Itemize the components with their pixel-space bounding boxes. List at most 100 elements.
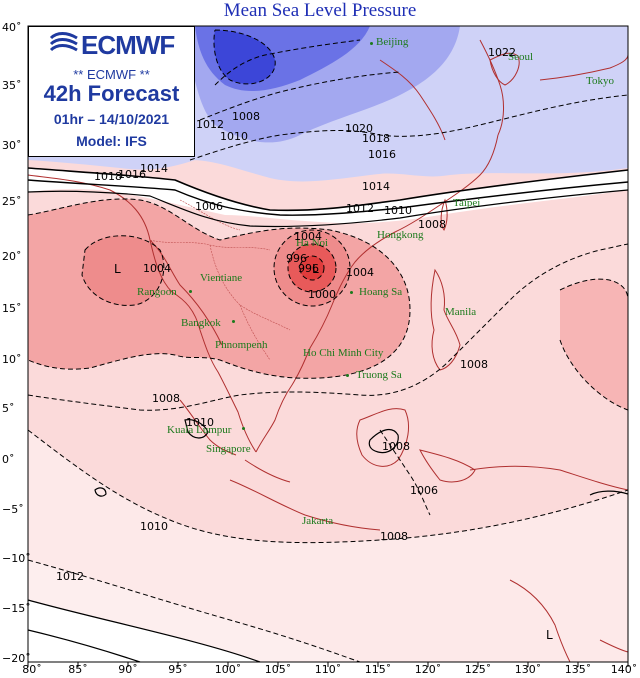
- city-label: Hoang Sa: [359, 286, 403, 298]
- lat-label: −15˚: [2, 602, 31, 615]
- high-zone-core: [213, 30, 276, 84]
- lat-label: 0˚: [2, 453, 15, 466]
- isobar-label: 1008: [232, 110, 260, 123]
- city-label: Taipei: [453, 197, 481, 209]
- lat-label: 20˚: [2, 250, 22, 263]
- city-label: Truong Sa: [356, 369, 402, 381]
- isobar-label: 1004: [143, 262, 171, 275]
- lat-label: 35˚: [2, 79, 22, 92]
- isobar-label: 996: [298, 262, 319, 275]
- ecmwf-logo-icon: [49, 32, 78, 52]
- isobar-label: 1010: [186, 416, 214, 429]
- lat-label: 30˚: [2, 139, 22, 152]
- isobar-label: 1022: [488, 46, 516, 59]
- city-label: Manila: [445, 306, 477, 318]
- lon-label: 95˚: [168, 663, 188, 676]
- isobar-label: 1008: [418, 218, 446, 231]
- lon-label: 140˚: [610, 663, 638, 676]
- city-marker: [346, 374, 349, 377]
- isobar-label: 1012: [346, 202, 374, 215]
- isobar-label: 1014: [140, 162, 168, 175]
- lon-label: 90˚: [118, 663, 138, 676]
- lon-label: 125˚: [464, 663, 492, 676]
- isobars-solid-south: [27, 419, 629, 663]
- lon-label: 80˚: [22, 663, 42, 676]
- city-label: Tokyo: [586, 75, 614, 87]
- city-label: Ha Noi: [296, 237, 329, 249]
- low-pressure-marker: L: [114, 262, 121, 276]
- city-marker: [370, 42, 373, 45]
- east-low-zone: [560, 279, 628, 410]
- lat-label: 15˚: [2, 302, 22, 315]
- isobar-label: 1006: [410, 484, 438, 497]
- isobars: [27, 167, 629, 228]
- forecast-model: Model: IFS: [76, 133, 147, 149]
- city-label: Bangkok: [181, 317, 221, 329]
- lon-label: 105˚: [264, 663, 292, 676]
- lat-label: −10˚: [2, 552, 31, 565]
- ecmwf-logo-text: ECMWF: [81, 30, 175, 60]
- lon-label: 130˚: [514, 663, 542, 676]
- isobar-label: 1008: [380, 530, 408, 543]
- isobar-label: 1012: [196, 118, 224, 131]
- isobar-label: 996: [286, 252, 307, 265]
- isobar-label: 1008: [152, 392, 180, 405]
- city-label: Ho Chi Minh City: [303, 347, 384, 359]
- info-subtitle: ** ECMWF **: [73, 67, 150, 82]
- country-borders: [149, 199, 291, 361]
- map-title: Mean Sea Level Pressure: [223, 0, 417, 21]
- lon-label: 100˚: [214, 663, 242, 676]
- isobars-dashed: [27, 29, 629, 663]
- city-marker: [242, 427, 245, 430]
- isobar-label: 1018: [94, 170, 122, 183]
- isobar-label: 1016: [118, 168, 146, 181]
- city-label: Seoul: [508, 51, 534, 63]
- ecmwf-logo: ECMWF: [47, 30, 187, 60]
- lat-label: −20˚: [2, 652, 31, 665]
- isobar-label: 1008: [460, 358, 488, 371]
- isobar-label: 1016: [368, 148, 396, 161]
- low-pressure-marker: L: [312, 262, 319, 276]
- lat-label: 25˚: [2, 195, 22, 208]
- city-marker: [189, 290, 192, 293]
- forecast-info-box: ECMWF ** ECMWF ** 42h Forecast 01hr – 14…: [28, 26, 195, 157]
- forecast-datetime: 01hr – 14/10/2021: [53, 111, 170, 127]
- lat-label: 10˚: [2, 353, 22, 366]
- city-label: Vientiane: [200, 272, 243, 284]
- lat-label: 40˚: [2, 21, 22, 34]
- lon-label: 110˚: [314, 663, 342, 676]
- isobar-label: 1010: [384, 204, 412, 217]
- city-label: Jakarta: [302, 515, 334, 527]
- isobar-label: 1012: [56, 570, 84, 583]
- city-label: Kuala Lumpur: [167, 424, 232, 436]
- isobar-label: 1010: [140, 520, 168, 533]
- lon-label: 85˚: [68, 663, 88, 676]
- city-label: Beijing: [376, 36, 409, 48]
- isobar-label: 1008: [382, 440, 410, 453]
- city-label: Phnompenh: [215, 339, 268, 351]
- lon-label: 120˚: [414, 663, 442, 676]
- city-label: Rangoon: [137, 286, 177, 298]
- lat-label: −5˚: [2, 503, 24, 516]
- pale-pressure-zone: [28, 430, 628, 662]
- coastlines: [27, 39, 629, 663]
- isobar-label: 1020: [345, 122, 373, 135]
- isobar-label: 1018: [362, 132, 390, 145]
- isobar-label: 1004: [294, 230, 322, 243]
- city-marker: [350, 291, 353, 294]
- lat-label: 5˚: [2, 402, 15, 415]
- city-label: Singapore: [206, 443, 251, 455]
- isobar-label: 1004: [346, 266, 374, 279]
- lon-label: 115˚: [364, 663, 392, 676]
- isobar-label: 1006: [195, 200, 223, 213]
- isobar-label: 1010: [220, 130, 248, 143]
- city-label: Hongkong: [377, 229, 424, 241]
- axis-ticks: [27, 662, 629, 667]
- isobar-label: 1014: [362, 180, 390, 193]
- low-pressure-marker: L: [546, 628, 553, 642]
- city-marker: [232, 320, 235, 323]
- bengal-low-zone: [82, 235, 164, 306]
- forecast-hours: 42h Forecast: [43, 81, 180, 106]
- isobar-label: 1000: [308, 288, 336, 301]
